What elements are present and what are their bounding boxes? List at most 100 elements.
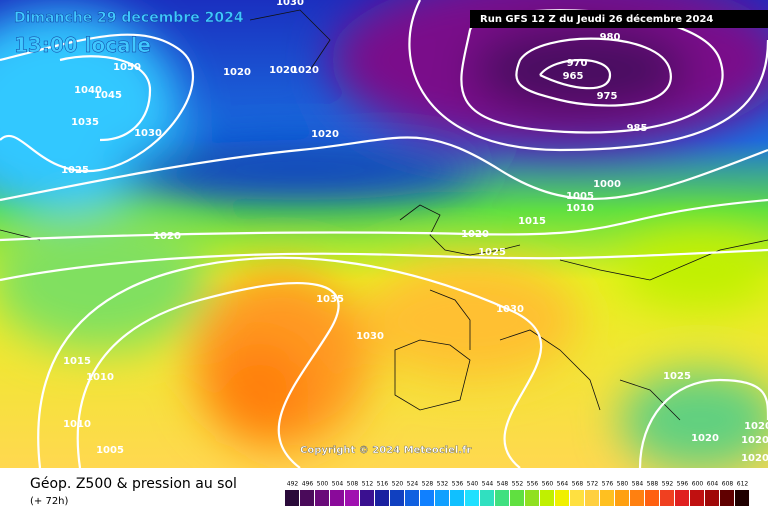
isobar-label: 1000 (593, 179, 621, 190)
scale-label: 492 (287, 481, 299, 488)
isobar-label: 1045 (94, 90, 122, 101)
isobar-label: 1010 (63, 419, 91, 430)
scale-swatch (690, 490, 704, 506)
scale-swatch (600, 490, 614, 506)
isobar-label: 1020 (223, 67, 251, 78)
scale-swatch (585, 490, 599, 506)
isobar-label: 1020 (153, 231, 181, 242)
valid-date: Dimanche 29 decembre 2024 (14, 10, 244, 26)
isobar-label: 1005 (566, 191, 594, 202)
scale-label: 520 (392, 481, 404, 488)
scale-swatch (555, 490, 569, 506)
isobar-label: 1015 (63, 356, 91, 367)
isobar-label: 1030 (496, 304, 524, 315)
scale-label: 548 (497, 481, 509, 488)
scale-swatch (330, 490, 344, 506)
isobar-label: 1020 (269, 65, 297, 76)
scale-label: 524 (407, 481, 419, 488)
isobar-label: 1050 (113, 62, 141, 73)
isobar-label: 980 (600, 32, 621, 43)
scale-label: 500 (317, 481, 329, 488)
scale-swatch (495, 490, 509, 506)
map-field (0, 0, 768, 468)
isobar-label: 1035 (316, 294, 344, 305)
isobar-label: 1040 (74, 85, 102, 96)
isobar-label: 1010 (86, 372, 114, 383)
scale-swatch (390, 490, 404, 506)
run-box (470, 10, 768, 28)
scale-label: 536 (452, 481, 464, 488)
scale-swatch (615, 490, 629, 506)
scale-label: 504 (332, 481, 344, 488)
isobar-label: 1020 (741, 453, 768, 464)
isobar-label: 1025 (61, 165, 89, 176)
legend-lead: (+ 72h) (30, 496, 69, 507)
scale-label: 588 (647, 481, 659, 488)
isobar-label: 1030 (276, 0, 304, 8)
isobar-label: 1010 (566, 203, 594, 214)
isobar-label: 985 (627, 123, 648, 134)
scale-swatch (630, 490, 644, 506)
isobar-label: 1015 (518, 216, 546, 227)
scale-label: 572 (587, 481, 599, 488)
scale-swatch (375, 490, 389, 506)
legend-title: Géop. Z500 & pression au sol (30, 476, 237, 492)
scale-swatch (540, 490, 554, 506)
scale-label: 568 (572, 481, 584, 488)
scale-swatch (465, 490, 479, 506)
scale-label: 508 (347, 481, 359, 488)
scale-label: 612 (737, 481, 749, 488)
isobar-label: 1030 (356, 331, 384, 342)
scale-label: 604 (707, 481, 719, 488)
color-scale: 492 496 500 504 508 512 516 520 524 528 532 536 540 5… (285, 481, 749, 506)
scale-swatch (285, 490, 299, 506)
scale-swatch (735, 490, 749, 506)
isobar-label: 1020 (291, 65, 319, 76)
scale-label: 496 (302, 481, 314, 488)
scale-swatch (300, 490, 314, 506)
scale-swatch (660, 490, 674, 506)
scale-label: 584 (632, 481, 644, 488)
scale-label: 516 (377, 481, 389, 488)
isobar-label: 1035 (71, 117, 99, 128)
scale-label: 556 (527, 481, 539, 488)
scale-swatch (510, 490, 524, 506)
scale-label: 576 (602, 481, 614, 488)
scale-swatch (405, 490, 419, 506)
isobar-label: 1025 (478, 247, 506, 258)
isobar-label: 1020 (741, 435, 768, 446)
scale-swatch (360, 490, 374, 506)
scale-swatch (315, 490, 329, 506)
scale-swatch (525, 490, 539, 506)
scale-label: 592 (662, 481, 674, 488)
scale-label: 552 (512, 481, 524, 488)
scale-swatch (345, 490, 359, 506)
isobar-label: 1005 (96, 445, 124, 456)
isobar-label: 1020 (311, 129, 339, 140)
isobar-label: 1030 (134, 128, 162, 139)
valid-time: 13:00 locale (14, 33, 151, 57)
scale-label: 596 (677, 481, 689, 488)
scale-swatch (420, 490, 434, 506)
scale-swatch (435, 490, 449, 506)
scale-label: 512 (362, 481, 374, 488)
scale-label: 580 (617, 481, 629, 488)
scale-swatch (705, 490, 719, 506)
scale-swatch (645, 490, 659, 506)
scale-label: 560 (542, 481, 554, 488)
isobar-label: 1020 (691, 433, 719, 444)
scale-swatch (675, 490, 689, 506)
scale-label: 564 (557, 481, 569, 488)
isobar-label: 970 (567, 58, 588, 69)
scale-label: 608 (722, 481, 734, 488)
scale-label: 532 (437, 481, 449, 488)
isobar-label: 1025 (663, 371, 691, 382)
scale-swatch (720, 490, 734, 506)
scale-swatch (570, 490, 584, 506)
scale-label: 600 (692, 481, 704, 488)
run-info: Run GFS 12 Z du Jeudi 26 décembre 2024 (480, 13, 713, 25)
scale-swatch (480, 490, 494, 506)
scale-label: 540 (467, 481, 479, 488)
